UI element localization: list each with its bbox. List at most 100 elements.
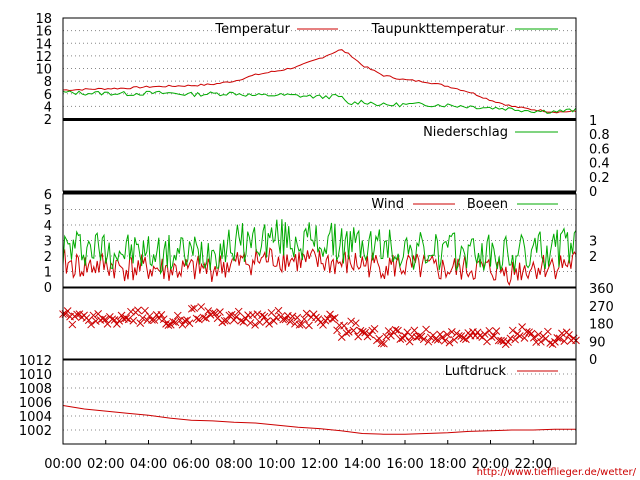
data-point xyxy=(344,327,353,336)
data-point xyxy=(305,321,313,330)
legend-label: Wind xyxy=(371,197,404,212)
data-point xyxy=(377,339,386,348)
data-point xyxy=(537,337,545,346)
legend-label: Boeen xyxy=(467,197,508,212)
data-point xyxy=(150,316,159,324)
series-line xyxy=(62,247,577,287)
data-point xyxy=(73,310,81,319)
y-tick-label: 1006 xyxy=(19,396,52,411)
data-point xyxy=(497,336,505,345)
data-point xyxy=(410,326,419,335)
y-tick-label: 4 xyxy=(44,219,52,234)
y-tick-label-right: 0.4 xyxy=(589,157,610,172)
y-tick-label: 0 xyxy=(44,281,52,296)
data-point xyxy=(447,328,456,336)
data-point xyxy=(255,318,264,327)
data-point xyxy=(124,315,133,324)
data-point xyxy=(387,331,395,340)
y-tick-label: 1012 xyxy=(19,354,52,369)
data-point xyxy=(134,306,142,315)
y-tick-label: 8 xyxy=(44,75,52,90)
y-tick-label-right: 2 xyxy=(589,250,597,265)
y-tick-label-right: 0.8 xyxy=(589,128,610,143)
data-point xyxy=(281,315,290,324)
data-point xyxy=(511,335,519,344)
y-tick-label: 12 xyxy=(35,50,52,65)
data-point xyxy=(63,307,72,315)
data-point xyxy=(101,315,110,324)
data-point xyxy=(197,303,206,311)
data-point xyxy=(525,328,534,337)
y-tick-label-right: 360 xyxy=(589,282,614,297)
data-point xyxy=(171,318,180,327)
data-point xyxy=(480,330,489,338)
data-point xyxy=(326,310,334,319)
data-point xyxy=(351,319,360,328)
data-point xyxy=(300,315,309,323)
data-point xyxy=(136,319,145,327)
series-line xyxy=(62,49,577,114)
data-point xyxy=(115,317,124,325)
data-point xyxy=(260,312,269,321)
data-point xyxy=(195,315,203,324)
data-point xyxy=(445,338,454,347)
x-tick-label: 14:00 xyxy=(344,457,381,472)
y-tick-label-right: 0.2 xyxy=(589,171,610,186)
data-point xyxy=(190,304,199,313)
data-point xyxy=(356,326,365,335)
x-tick-label: 02:00 xyxy=(87,457,124,472)
data-point xyxy=(295,320,304,329)
y-tick-label-right: 270 xyxy=(589,300,614,315)
frame-layer xyxy=(62,17,577,445)
y-tick-label-right: 3 xyxy=(589,235,597,250)
data-point xyxy=(422,325,430,334)
y-tick-label: 5 xyxy=(44,204,52,219)
data-point xyxy=(202,314,210,323)
data-point xyxy=(544,327,552,336)
data-point xyxy=(546,339,555,347)
y-tick-label-right: 0 xyxy=(589,185,597,200)
data-point xyxy=(349,326,358,335)
legend-label: Luftdruck xyxy=(445,364,507,379)
data-point xyxy=(298,320,306,329)
x-tick-label: 18:00 xyxy=(429,457,466,472)
data-point xyxy=(234,307,243,316)
y-tick-label-right: 0.6 xyxy=(589,142,610,157)
data-point xyxy=(129,316,138,325)
data-point xyxy=(291,319,299,328)
y-tick-label: 16 xyxy=(35,25,52,40)
data-point xyxy=(366,330,374,339)
data-point xyxy=(169,317,177,326)
data-point xyxy=(555,334,564,343)
data-point xyxy=(155,314,163,323)
data-point xyxy=(499,337,508,345)
data-point xyxy=(504,338,512,347)
data-point xyxy=(288,312,297,321)
data-point xyxy=(232,312,241,321)
data-point xyxy=(265,320,273,328)
data-point xyxy=(314,315,323,323)
data-point xyxy=(223,316,231,325)
data-point xyxy=(253,310,262,318)
data-point xyxy=(424,337,433,346)
data-point xyxy=(164,321,173,330)
y-tick-label-right: 180 xyxy=(589,318,614,333)
data-point xyxy=(384,327,393,335)
data-point xyxy=(110,316,119,324)
data-point xyxy=(330,314,339,322)
y-tick-label: 2 xyxy=(44,250,52,265)
data-point xyxy=(534,330,543,339)
y-tick-label: 10 xyxy=(35,63,52,78)
data-point xyxy=(527,329,536,338)
data-point xyxy=(515,332,524,340)
data-point xyxy=(138,314,147,322)
x-tick-label: 08:00 xyxy=(215,457,252,472)
x-tick-label: 12:00 xyxy=(301,457,338,472)
data-point xyxy=(361,328,370,337)
data-point xyxy=(382,332,391,341)
data-point xyxy=(380,339,388,348)
data-point xyxy=(443,330,452,339)
data-point xyxy=(91,317,100,325)
